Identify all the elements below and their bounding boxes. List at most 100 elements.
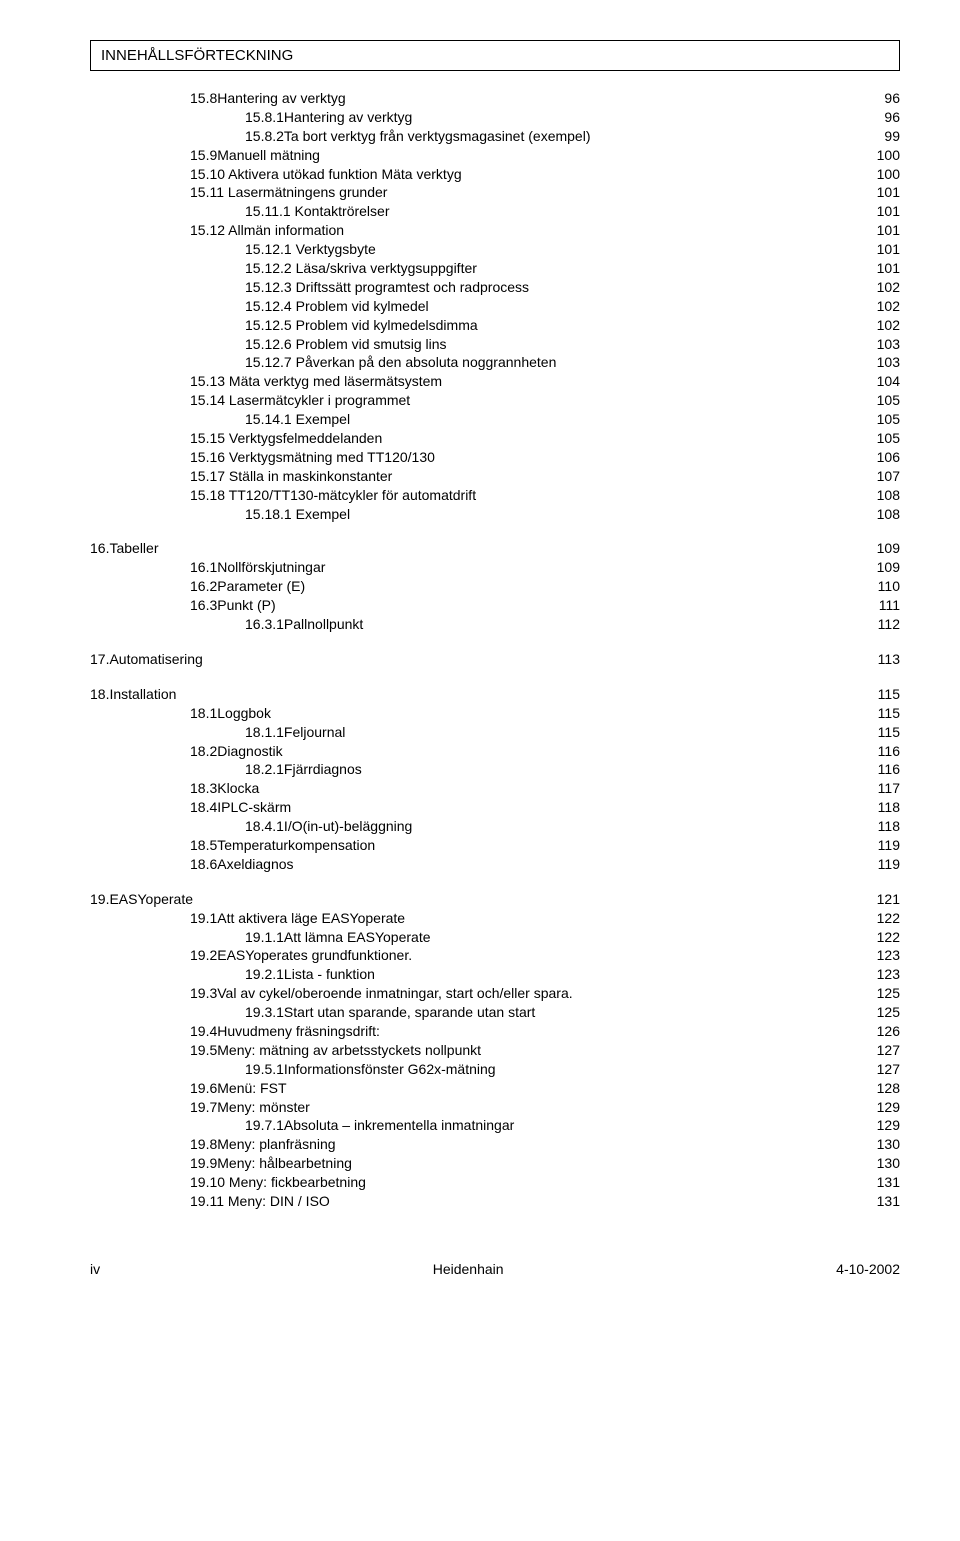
toc-label: 16.2Parameter (E) <box>190 577 305 596</box>
toc-label: 19.EASYoperate <box>90 890 193 909</box>
toc-page: 100 <box>877 165 900 184</box>
toc-entry: 18.3Klocka117 <box>90 779 900 798</box>
toc-entry: 15.11 Lasermätningens grunder101 <box>90 183 900 202</box>
toc-label: 18.5Temperaturkompensation <box>190 836 375 855</box>
toc-page: 123 <box>877 965 900 984</box>
toc-entry: 15.13 Mäta verktyg med läsermätsystem104 <box>90 372 900 391</box>
toc-label: 19.5.1Informationsfönster G62x-mätning <box>245 1060 496 1079</box>
toc-entry: 19.6Menü: FST128 <box>90 1079 900 1098</box>
toc-label: 15.8.1Hantering av verktyg <box>245 108 412 127</box>
toc-page: 106 <box>877 448 900 467</box>
toc-entry: 15.12.7 Påverkan på den absoluta noggran… <box>90 353 900 372</box>
toc-page: 115 <box>878 704 900 723</box>
toc-page: 101 <box>877 240 900 259</box>
toc-entry: 15.12.4 Problem vid kylmedel 102 <box>90 297 900 316</box>
toc-entry: 19.EASYoperate 121 <box>90 890 900 909</box>
toc-page: 101 <box>877 259 900 278</box>
toc-label: 19.1Att aktivera läge EASYoperate <box>190 909 405 928</box>
toc-label: 19.6Menü: FST <box>190 1079 287 1098</box>
toc-page: 118 <box>878 817 900 836</box>
footer-center: Heidenhain <box>433 1261 504 1277</box>
toc-page: 126 <box>877 1022 900 1041</box>
toc-page: 123 <box>877 946 900 965</box>
toc-entry: 18.4.1I/O(in-ut)-beläggning 118 <box>90 817 900 836</box>
toc-entry: 19.3Val av cykel/oberoende inmatningar, … <box>90 984 900 1003</box>
toc-label: 19.2EASYoperates grundfunktioner. <box>190 946 412 965</box>
toc-page: 111 <box>879 596 900 615</box>
toc-page: 101 <box>877 202 900 221</box>
toc-entry: 16.2Parameter (E)110 <box>90 577 900 596</box>
toc-entry: 16.3.1Pallnollpunkt112 <box>90 615 900 634</box>
toc-entry: 15.12.1 Verktygsbyte 101 <box>90 240 900 259</box>
toc-page: 109 <box>877 558 900 577</box>
toc-entry: 15.16 Verktygsmätning med TT120/130106 <box>90 448 900 467</box>
toc-label: 15.18.1 Exempel <box>245 505 350 524</box>
toc-page: 105 <box>877 391 900 410</box>
toc-page: 100 <box>877 146 900 165</box>
toc-entry: 18.6Axeldiagnos119 <box>90 855 900 874</box>
toc-entry: 18.1.1Feljournal 115 <box>90 723 900 742</box>
toc-label: 15.12.4 Problem vid kylmedel <box>245 297 429 316</box>
toc-entry: 19.4Huvudmeny fräsningsdrift: 126 <box>90 1022 900 1041</box>
toc-page: 122 <box>877 909 900 928</box>
toc-label: 18.Installation <box>90 685 176 704</box>
toc-label: 19.7Meny: mönster <box>190 1098 310 1117</box>
toc-page: 122 <box>877 928 900 947</box>
toc-entry: 15.12.5 Problem vid kylmedelsdimma102 <box>90 316 900 335</box>
toc-page: 102 <box>877 278 900 297</box>
toc-page: 130 <box>877 1154 900 1173</box>
toc-entry: 18.5Temperaturkompensation119 <box>90 836 900 855</box>
toc-label: 19.11 Meny: DIN / ISO <box>190 1192 330 1211</box>
toc-entry: 15.12.6 Problem vid smutsig lins103 <box>90 335 900 354</box>
page-footer: iv Heidenhain 4-10-2002 <box>90 1261 900 1277</box>
footer-left: iv <box>90 1261 100 1277</box>
toc-page: 108 <box>877 505 900 524</box>
toc-entry: 18.1Loggbok115 <box>90 704 900 723</box>
header-box: INNEHÅLLSFÖRTECKNING <box>90 40 900 71</box>
toc-page: 105 <box>877 429 900 448</box>
toc-page: 107 <box>877 467 900 486</box>
toc-entry: 15.12 Allmän information101 <box>90 221 900 240</box>
toc-label: 15.8.2Ta bort verktyg från verktygsmagas… <box>245 127 591 146</box>
toc-label: 15.9Manuell mätning <box>190 146 320 165</box>
toc-page: 96 <box>884 108 900 127</box>
toc-entry: 15.11.1 Kontaktrörelser101 <box>90 202 900 221</box>
toc-label: 18.2.1Fjärrdiagnos <box>245 760 362 779</box>
toc-label: 15.12.1 Verktygsbyte <box>245 240 376 259</box>
toc-label: 19.3.1Start utan sparande, sparande utan… <box>245 1003 535 1022</box>
toc-label: 19.4Huvudmeny fräsningsdrift: <box>190 1022 380 1041</box>
toc-page: 108 <box>877 486 900 505</box>
toc-entry: 19.3.1Start utan sparande, sparande utan… <box>90 1003 900 1022</box>
toc-label: 15.12.5 Problem vid kylmedelsdimma <box>245 316 478 335</box>
toc-page: 115 <box>878 723 900 742</box>
toc-entry: 15.14.1 Exempel105 <box>90 410 900 429</box>
toc-entry: 15.9Manuell mätning 100 <box>90 146 900 165</box>
toc-entry: 19.1.1Att lämna EASYoperate 122 <box>90 928 900 947</box>
toc-page: 125 <box>877 984 900 1003</box>
toc-entry: 15.8.1Hantering av verktyg 96 <box>90 108 900 127</box>
toc-label: 18.4.1I/O(in-ut)-beläggning <box>245 817 412 836</box>
toc-entry: 15.12.2 Läsa/skriva verktygsuppgifter101 <box>90 259 900 278</box>
toc-label: 18.6Axeldiagnos <box>190 855 294 874</box>
toc-entry: 19.5Meny: mätning av arbetsstyckets noll… <box>90 1041 900 1060</box>
toc-label: 19.2.1Lista - funktion <box>245 965 375 984</box>
toc-page: 121 <box>877 890 900 909</box>
toc-entry: 19.1Att aktivera läge EASYoperate 122 <box>90 909 900 928</box>
toc-page: 127 <box>877 1041 900 1060</box>
toc-page: 116 <box>878 742 900 761</box>
toc-label: 15.10 Aktivera utökad funktion Mäta verk… <box>190 165 462 184</box>
toc-label: 18.3Klocka <box>190 779 259 798</box>
toc-page: 116 <box>878 760 900 779</box>
toc-page: 104 <box>877 372 900 391</box>
toc-entry: 19.5.1Informationsfönster G62x-mätning12… <box>90 1060 900 1079</box>
toc-label: 19.8Meny: planfräsning <box>190 1135 336 1154</box>
toc-page: 130 <box>877 1135 900 1154</box>
toc-page: 102 <box>877 297 900 316</box>
toc-entry: 18.Installation115 <box>90 685 900 704</box>
toc-label: 15.11 Lasermätningens grunder <box>190 183 387 202</box>
toc-label: 19.1.1Att lämna EASYoperate <box>245 928 431 947</box>
toc-label: 18.1.1Feljournal <box>245 723 345 742</box>
toc-label: 19.3Val av cykel/oberoende inmatningar, … <box>190 984 573 1003</box>
toc-entry: 16.3Punkt (P)111 <box>90 596 900 615</box>
toc-entry: 19.2.1Lista - funktion 123 <box>90 965 900 984</box>
